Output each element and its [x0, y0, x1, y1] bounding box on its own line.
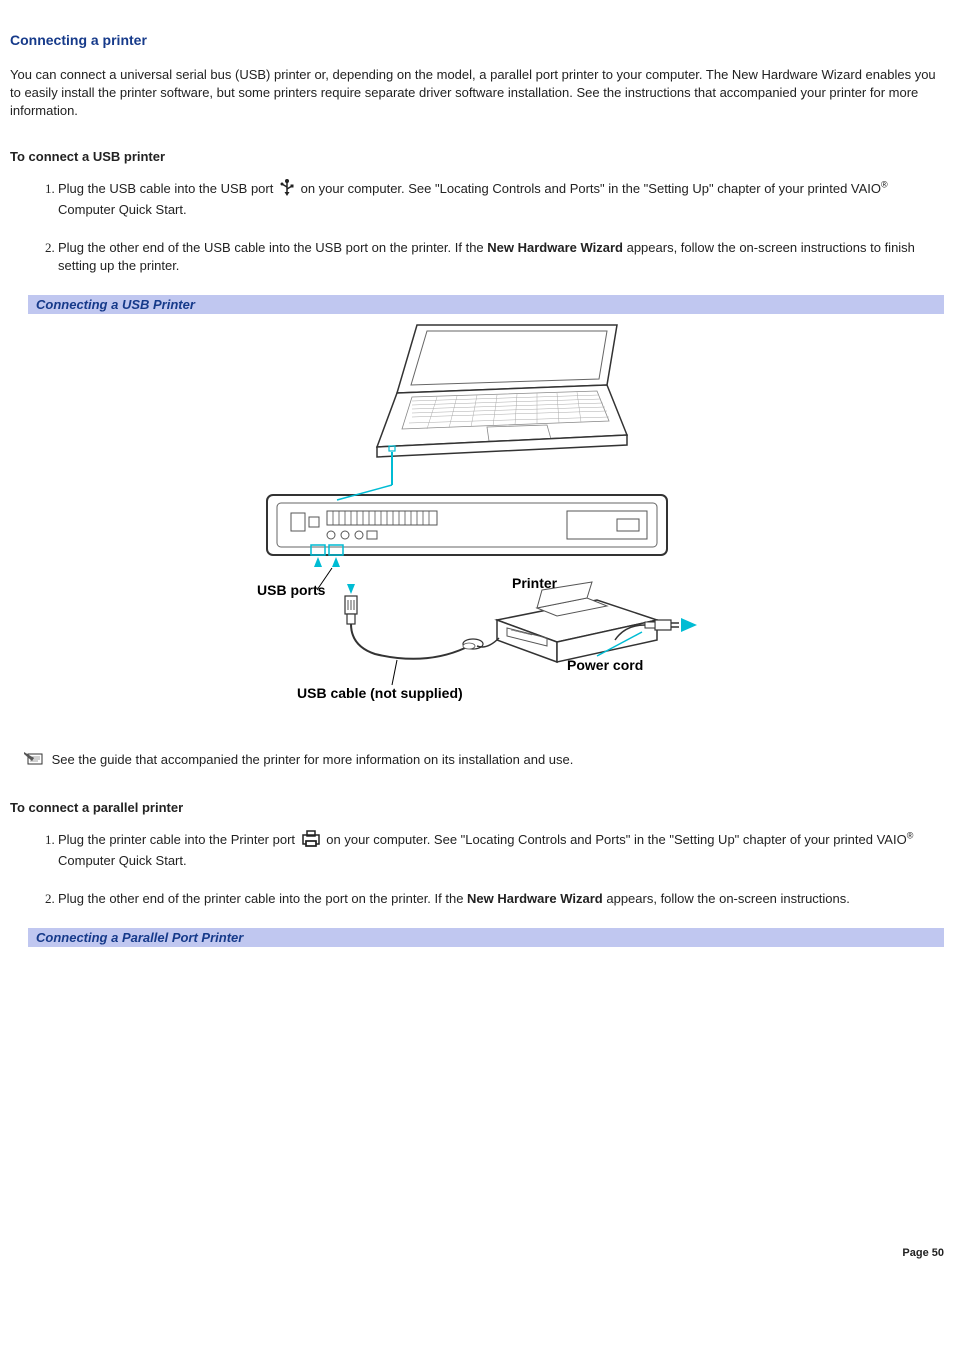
note-text: See the guide that accompanied the print… [52, 752, 574, 767]
step-text: Plug the printer cable into the Printer … [58, 832, 299, 847]
step-text: Plug the other end of the printer cable … [58, 891, 467, 906]
step-text: on your computer. See "Locating Controls… [301, 181, 881, 196]
step-text: Computer Quick Start. [58, 853, 187, 868]
reg-mark: ® [907, 830, 914, 840]
parallel-heading: To connect a parallel printer [10, 800, 944, 815]
parallel-figure-caption: Connecting a Parallel Port Printer [10, 928, 944, 947]
step-text: Computer Quick Start. [58, 202, 187, 217]
parallel-step-2: Plug the other end of the printer cable … [58, 890, 944, 908]
label-usb-ports: USB ports [257, 582, 326, 598]
usb-steps-list: Plug the USB cable into the USB port on … [10, 178, 944, 276]
parallel-steps-list: Plug the printer cable into the Printer … [10, 829, 944, 909]
usb-step-1: Plug the USB cable into the USB port on … [58, 178, 944, 219]
intro-paragraph: You can connect a universal serial bus (… [10, 66, 944, 121]
pencil-note-icon [24, 750, 44, 771]
usb-step-2: Plug the other end of the USB cable into… [58, 239, 944, 275]
label-printer: Printer [512, 575, 558, 591]
note-row: See the guide that accompanied the print… [24, 750, 944, 771]
page-title: Connecting a printer [10, 32, 944, 48]
usb-trident-icon [279, 178, 295, 201]
reg-mark: ® [881, 179, 888, 189]
label-power-cord: Power cord [567, 657, 643, 673]
label-usb-cable: USB cable (not supplied) [297, 685, 463, 701]
usb-heading: To connect a USB printer [10, 149, 944, 164]
usb-figure-caption: Connecting a USB Printer [10, 295, 944, 314]
step-bold: New Hardware Wizard [467, 891, 603, 906]
step-text: Plug the other end of the USB cable into… [58, 240, 487, 255]
step-bold: New Hardware Wizard [487, 240, 623, 255]
step-text: Plug the USB cable into the USB port [58, 181, 277, 196]
step-text: on your computer. See "Locating Controls… [326, 832, 906, 847]
usb-figure: USB ports Printer [10, 314, 944, 750]
page-number: Page 50 [10, 1247, 944, 1259]
step-text: appears, follow the on-screen instructio… [603, 891, 850, 906]
parallel-step-1: Plug the printer cable into the Printer … [58, 829, 944, 870]
printer-port-icon [301, 829, 321, 852]
